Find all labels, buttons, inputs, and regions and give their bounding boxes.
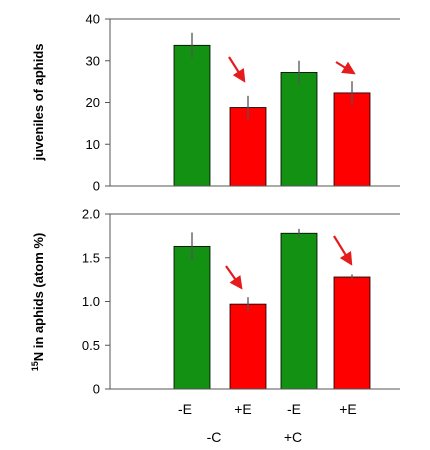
bar xyxy=(173,44,211,187)
trend-arrows xyxy=(225,235,353,290)
x-label-cat-4: +E xyxy=(339,401,357,417)
y-tick-labels: 0 0.5 1.0 1.5 2.0 xyxy=(82,207,100,397)
y-axis-label: juveniles of aphids xyxy=(31,43,46,161)
y-tick-label: 1.5 xyxy=(82,250,100,265)
bar xyxy=(229,107,267,187)
down-arrow-icon xyxy=(335,61,356,75)
y-tick-label: 2.0 xyxy=(82,207,100,222)
x-label-group-1: -C xyxy=(207,429,222,445)
axes xyxy=(105,213,400,390)
juveniles-panel: 0 10 20 30 40 juveniles of aphids xyxy=(31,12,400,194)
bar xyxy=(333,92,371,187)
axes xyxy=(105,18,400,187)
down-arrow-icon xyxy=(333,235,353,266)
bar xyxy=(229,303,267,390)
x-label-cat-3: -E xyxy=(287,401,301,417)
error-bars xyxy=(191,32,353,120)
down-arrow-icon xyxy=(228,56,246,83)
bars xyxy=(173,232,371,390)
bar xyxy=(280,232,318,390)
y-axis-label: 15N in aphids (atom %) xyxy=(30,233,46,372)
y-tick-label: 40 xyxy=(86,12,100,27)
nitrogen-panel: 0 0.5 1.0 1.5 2.0 15N in aphids (atom %) xyxy=(30,207,400,397)
x-label-group-2: +C xyxy=(284,429,302,445)
y-axis-label-superscript: 15 xyxy=(30,361,40,371)
trend-arrows xyxy=(228,56,356,83)
y-tick-label: 1.0 xyxy=(82,294,100,309)
y-tick-labels: 0 10 20 30 40 xyxy=(86,12,100,194)
y-tick-label: 10 xyxy=(86,137,100,152)
x-label-cat-1: -E xyxy=(178,401,192,417)
y-tick-label: 0 xyxy=(93,179,100,194)
y-tick-label: 20 xyxy=(86,95,100,110)
y-axis-label-text: N in aphids (atom %) xyxy=(31,233,46,362)
y-tick-label: 0.5 xyxy=(82,338,100,353)
x-axis-labels: -E +E -E +E -C +C xyxy=(178,401,357,445)
bar xyxy=(173,245,211,390)
bar xyxy=(333,276,371,390)
bar xyxy=(280,72,318,187)
y-tick-label: 30 xyxy=(86,53,100,68)
down-arrow-icon xyxy=(225,265,243,290)
error-bars xyxy=(191,228,353,312)
bars xyxy=(173,44,371,187)
x-label-cat-2: +E xyxy=(234,401,252,417)
y-tick-label: 0 xyxy=(93,382,100,397)
